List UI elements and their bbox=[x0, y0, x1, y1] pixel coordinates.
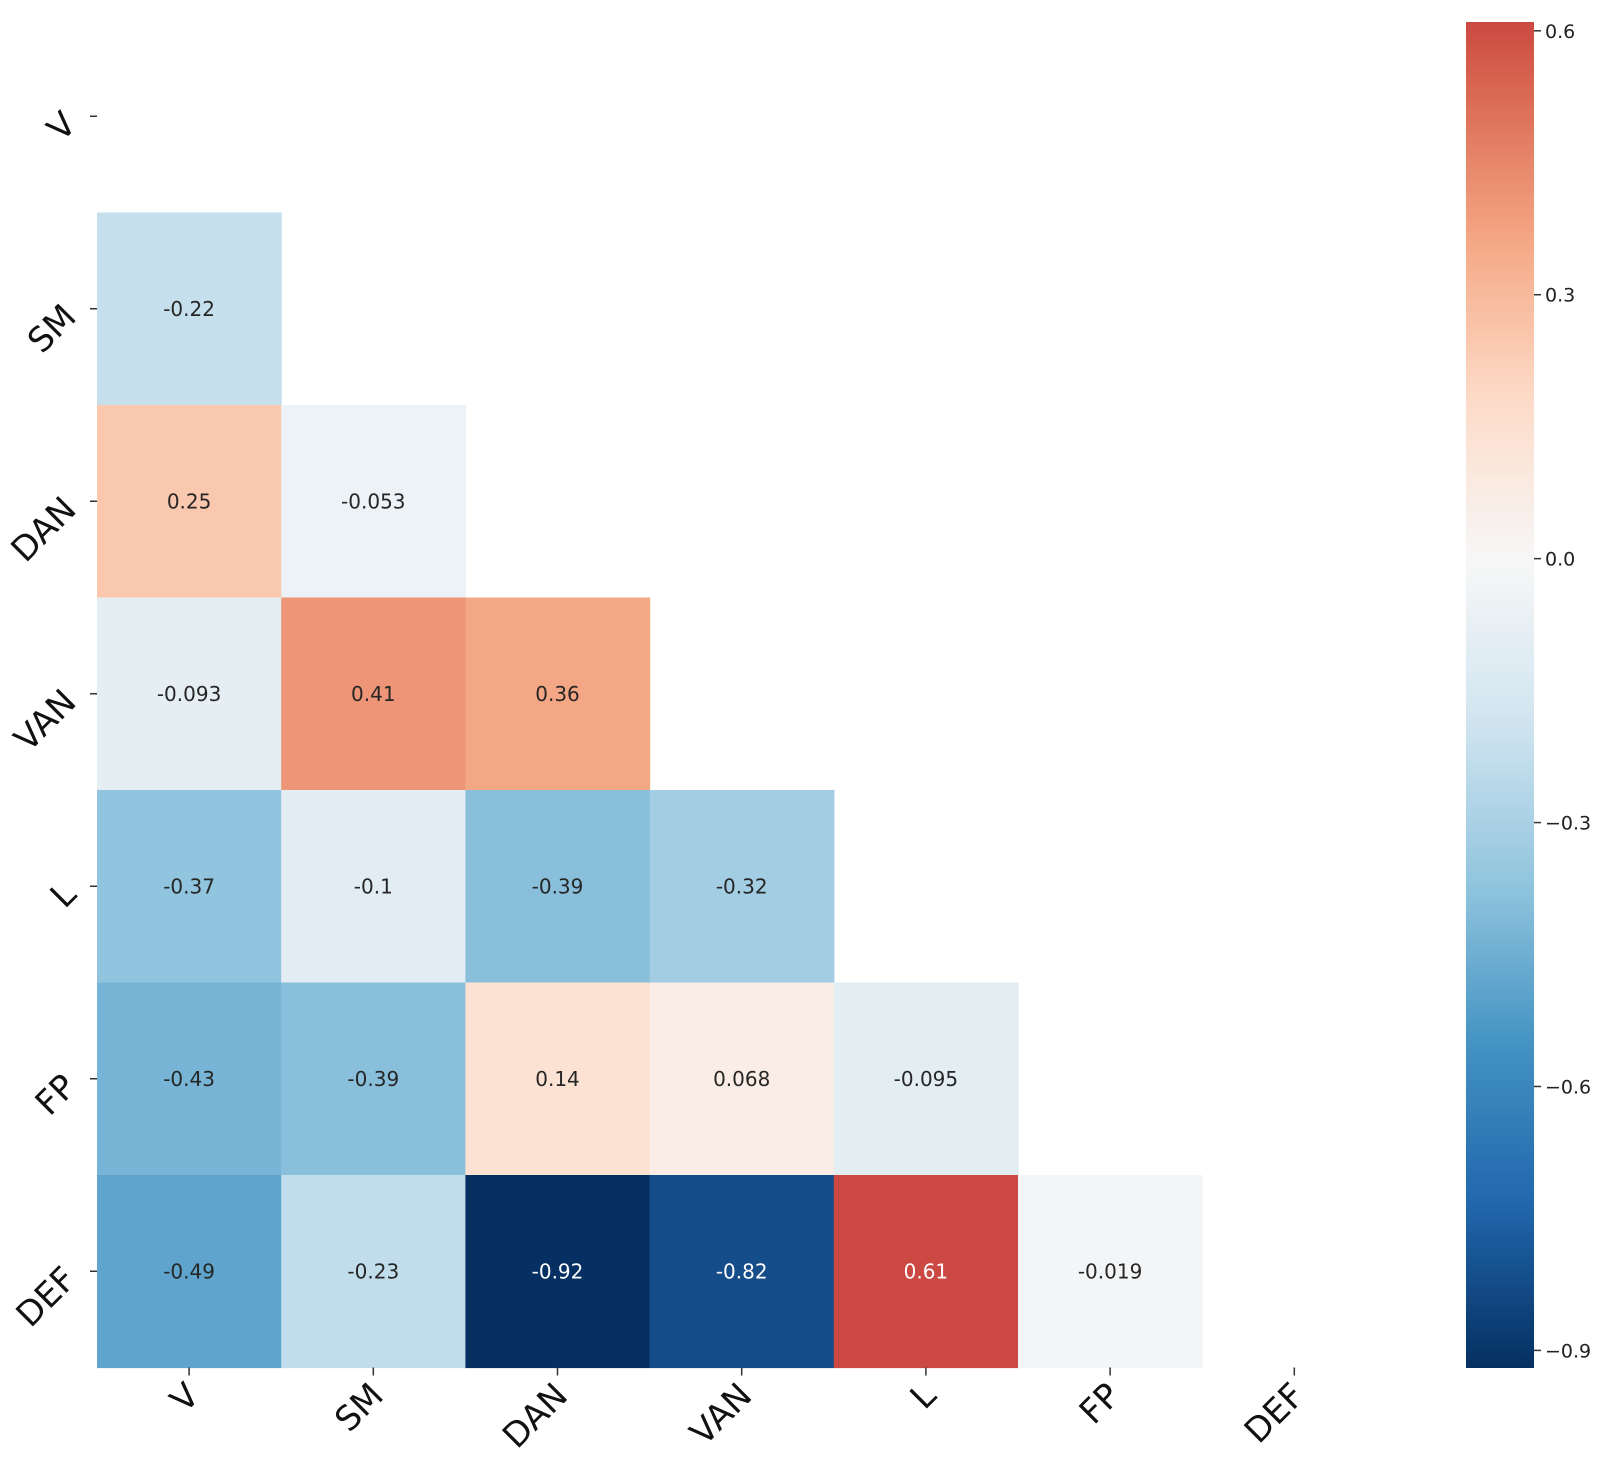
heatmap-cell-l-sm bbox=[281, 790, 466, 984]
x-tick-label-v: V bbox=[163, 1376, 208, 1421]
cell-value-label-fp-sm: -0.39 bbox=[347, 1067, 399, 1091]
cell-value-label-fp-van: 0.068 bbox=[713, 1067, 770, 1091]
x-tick-label-def: DEF bbox=[1237, 1376, 1313, 1452]
cell-value-label-l-van: -0.32 bbox=[716, 874, 768, 898]
heatmap-cell-fp-van bbox=[649, 982, 835, 1176]
cell-value-label-def-fp: -0.019 bbox=[1078, 1259, 1142, 1283]
cell-value-label-def-van: -0.82 bbox=[716, 1259, 768, 1283]
cell-value-label-def-v: -0.49 bbox=[163, 1259, 215, 1283]
cell-value-label-dan-sm: -0.053 bbox=[341, 489, 405, 513]
heatmap-cell-fp-sm bbox=[281, 982, 466, 1176]
x-tick-label-fp: FP bbox=[1072, 1376, 1129, 1433]
y-tick-label-def: DEF bbox=[9, 1259, 85, 1335]
y-tick-label-l: L bbox=[43, 874, 85, 916]
heatmap-cell-van-dan bbox=[465, 597, 651, 791]
colorbar-tick-label-1: 0.3 bbox=[1545, 285, 1575, 307]
colorbar-tick-label-3: −0.3 bbox=[1545, 813, 1591, 835]
x-tick-label-l: L bbox=[903, 1376, 945, 1418]
y-tick-label-fp: FP bbox=[28, 1067, 85, 1124]
heatmap-cell-fp-dan bbox=[465, 982, 651, 1176]
heatmap-cell-def-l bbox=[833, 1175, 1019, 1369]
cell-value-label-l-dan: -0.39 bbox=[532, 874, 584, 898]
heatmap-cell-fp-v bbox=[97, 982, 282, 1176]
x-tick-label-van: VAN bbox=[682, 1376, 760, 1454]
colorbar-tick-label-5: −0.9 bbox=[1545, 1340, 1591, 1362]
heatmap-cell-fp-l bbox=[833, 982, 1019, 1176]
heatmap-cell-l-dan bbox=[465, 790, 651, 984]
cell-value-label-l-sm: -0.1 bbox=[354, 874, 393, 898]
cell-value-label-def-sm: -0.23 bbox=[347, 1259, 399, 1283]
heatmap-cell-def-v bbox=[97, 1175, 282, 1369]
cell-value-label-fp-l: -0.095 bbox=[894, 1067, 958, 1091]
colorbar-tick-label-0: 0.6 bbox=[1545, 21, 1575, 43]
y-tick-label-dan: DAN bbox=[4, 489, 85, 570]
y-tick-label-sm: SM bbox=[20, 297, 84, 361]
heatmap-cell-van-v bbox=[97, 597, 282, 791]
cell-value-label-van-v: -0.093 bbox=[157, 682, 221, 706]
heatmap-cell-l-van bbox=[649, 790, 835, 984]
colorbar-gradient bbox=[1466, 22, 1534, 1368]
colorbar-tick-label-4: −0.6 bbox=[1545, 1076, 1591, 1098]
heatmap-cell-dan-v bbox=[97, 405, 282, 599]
x-tick-label-sm: SM bbox=[327, 1376, 391, 1440]
cell-value-label-van-dan: 0.36 bbox=[535, 682, 580, 706]
cell-value-label-van-sm: 0.41 bbox=[351, 682, 396, 706]
cell-value-label-sm-v: -0.22 bbox=[163, 297, 215, 321]
heatmap-cell-van-sm bbox=[281, 597, 466, 791]
heatmap-cell-def-sm bbox=[281, 1175, 466, 1369]
colorbar: 0.6 0.3 0.0 −0.3 −0.6 −0.9 bbox=[1466, 21, 1591, 1368]
colorbar-tick-label-2: 0.0 bbox=[1545, 549, 1575, 571]
heatmap-cell-l-v bbox=[97, 790, 282, 984]
cell-value-label-dan-v: 0.25 bbox=[167, 489, 212, 513]
heatmap-cell-def-dan bbox=[465, 1175, 651, 1369]
heatmap-cell-def-van bbox=[649, 1175, 835, 1369]
cell-value-label-def-dan: -0.92 bbox=[532, 1259, 584, 1283]
cell-value-label-l-v: -0.37 bbox=[163, 874, 215, 898]
y-tick-label-van: VAN bbox=[7, 682, 85, 760]
cell-value-label-def-l: 0.61 bbox=[904, 1259, 949, 1283]
heatmap-cell-dan-sm bbox=[281, 405, 466, 599]
heatmap-cells: -0.22 0.25 -0.053 -0.093 0.41 0.36 -0.37 -0.1 -0… bbox=[97, 212, 1203, 1369]
heatmap-cell-def-fp bbox=[1018, 1175, 1203, 1369]
cell-value-label-fp-dan: 0.14 bbox=[535, 1067, 580, 1091]
heatmap-cell-sm-v bbox=[97, 212, 282, 406]
x-tick-label-dan: DAN bbox=[495, 1376, 576, 1457]
y-tick-label-v: V bbox=[40, 104, 85, 149]
cell-value-label-fp-v: -0.43 bbox=[163, 1067, 215, 1091]
